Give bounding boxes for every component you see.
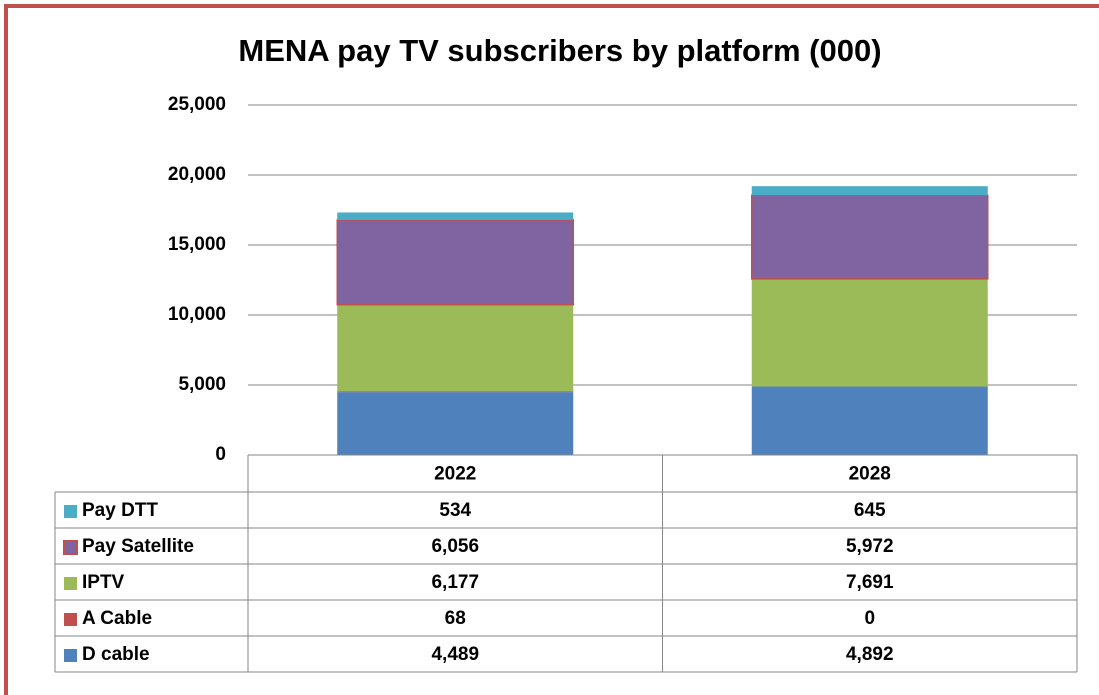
chart-title: MENA pay TV subscribers by platform (000…	[238, 33, 881, 68]
table-value: 0	[864, 608, 875, 629]
table-value: 6,056	[431, 536, 479, 557]
bar-segment	[751, 386, 988, 455]
bar-segment	[337, 212, 574, 220]
legend-label: D cable	[82, 644, 150, 665]
legend-swatch	[64, 505, 77, 518]
table-value: 7,691	[846, 572, 894, 593]
legend-swatch	[63, 540, 78, 555]
bar-segment	[337, 392, 574, 455]
table-value: 534	[439, 500, 471, 521]
legend-label: IPTV	[82, 572, 125, 593]
legend-label: Pay DTT	[82, 500, 158, 521]
x-tick-label: 2028	[849, 464, 891, 485]
y-tick-label: 0	[215, 444, 226, 465]
table-value: 4,489	[431, 644, 479, 665]
legend-label: Pay Satellite	[82, 536, 194, 557]
y-tick-label: 20,000	[168, 164, 226, 185]
bar-segment	[337, 304, 574, 392]
bar-segment	[337, 391, 574, 393]
bar-segment	[336, 219, 574, 306]
y-tick-label: 5,000	[178, 374, 226, 395]
legend-swatch	[64, 649, 77, 662]
table-value: 68	[445, 608, 466, 629]
bar-segment	[751, 278, 988, 387]
x-tick-label: 2022	[434, 464, 476, 485]
legend-swatch	[64, 613, 77, 626]
table-value: 645	[854, 500, 886, 521]
y-tick-label: 15,000	[168, 234, 226, 255]
table-value: 6,177	[431, 572, 479, 593]
frame	[4, 4, 1099, 695]
table-value: 5,972	[846, 536, 894, 557]
table-value: 4,892	[846, 644, 894, 665]
bar-segment	[751, 186, 988, 196]
bar-segment	[751, 194, 989, 280]
y-tick-label: 25,000	[168, 94, 226, 115]
legend-label: A Cable	[82, 608, 152, 629]
y-tick-label: 10,000	[168, 304, 226, 325]
legend-swatch	[64, 577, 77, 590]
